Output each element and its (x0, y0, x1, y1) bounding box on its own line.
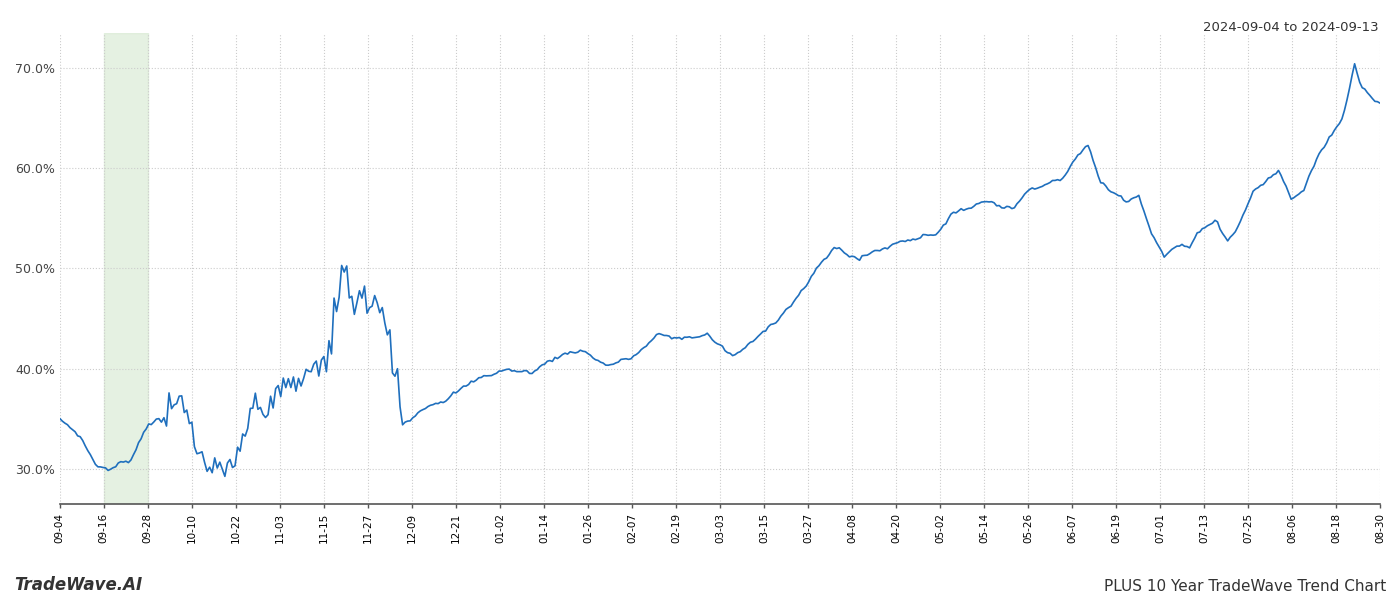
Text: TradeWave.AI: TradeWave.AI (14, 576, 143, 594)
Text: 2024-09-04 to 2024-09-13: 2024-09-04 to 2024-09-13 (1204, 21, 1379, 34)
Text: PLUS 10 Year TradeWave Trend Chart: PLUS 10 Year TradeWave Trend Chart (1103, 579, 1386, 594)
Bar (104, 33, 148, 504)
